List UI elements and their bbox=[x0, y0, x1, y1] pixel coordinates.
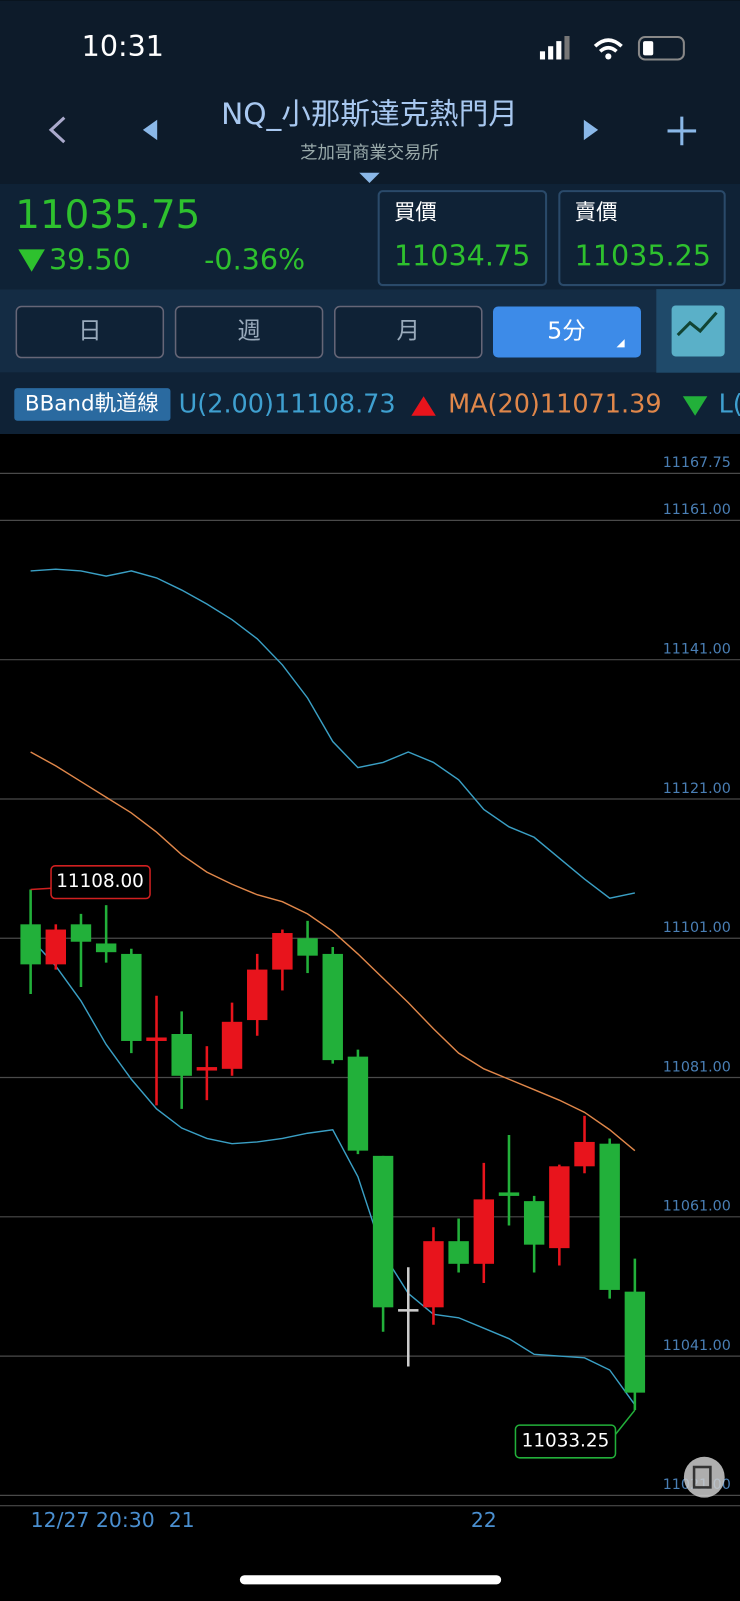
back[interactable] bbox=[48, 116, 66, 144]
min-pointer bbox=[614, 1409, 636, 1435]
ask: 11035.25 bbox=[575, 238, 711, 272]
indicator-ma: MA(20)11071.39 bbox=[448, 389, 661, 419]
indicator-upper: U(2.00)11108.73 bbox=[179, 389, 396, 419]
wifi-dot bbox=[605, 53, 612, 60]
candle-body bbox=[45, 929, 67, 965]
x-tick-label: 22 bbox=[471, 1508, 497, 1532]
indicator-badge[interactable] bbox=[14, 388, 171, 421]
quote-bg bbox=[0, 184, 740, 290]
y-tick-label: 11061.00 bbox=[663, 1199, 731, 1215]
min-box bbox=[514, 1424, 617, 1459]
dropdown[interactable] bbox=[359, 172, 380, 183]
y-tick-label: 11161.00 bbox=[663, 502, 731, 518]
candle-body bbox=[171, 1034, 192, 1076]
change-pct: -0.36% bbox=[204, 243, 305, 277]
tab-active[interactable] bbox=[492, 306, 641, 358]
y-tick-label: 11167.75 bbox=[663, 455, 731, 471]
candle-body bbox=[297, 938, 318, 956]
clock: 10:31 bbox=[82, 29, 164, 63]
y-tick-label: 11041.00 bbox=[663, 1338, 731, 1354]
tab-label: 週 bbox=[237, 317, 260, 345]
next[interactable] bbox=[583, 119, 599, 141]
plot: 11021.0011041.0011061.0011081.0011101.00… bbox=[0, 455, 740, 1532]
bid-box bbox=[377, 190, 548, 287]
candle-body bbox=[599, 1143, 620, 1290]
tab-label: 月 bbox=[397, 317, 420, 345]
float-icon bbox=[692, 1465, 712, 1489]
candle-body bbox=[448, 1241, 469, 1264]
chart-bg bbox=[0, 434, 740, 1601]
y-tick-label: 11081.00 bbox=[663, 1059, 731, 1075]
candle-body bbox=[549, 1166, 570, 1249]
min-label: 11033.25 bbox=[522, 1430, 610, 1451]
max-pointer bbox=[30, 887, 52, 891]
header-bg bbox=[0, 0, 740, 185]
ask-label: 賣價 bbox=[575, 201, 618, 226]
tab[interactable] bbox=[334, 305, 483, 359]
candle-body bbox=[322, 953, 343, 1061]
add[interactable] bbox=[667, 116, 697, 146]
prev[interactable] bbox=[142, 119, 158, 141]
down-arrow bbox=[682, 396, 708, 416]
candle-body bbox=[574, 1141, 595, 1167]
x-tick-label: 12/27 20:30 bbox=[31, 1508, 155, 1532]
band-line bbox=[30, 751, 636, 1152]
tab-label: 日 bbox=[78, 317, 101, 345]
candle-body bbox=[624, 1291, 646, 1393]
band-line bbox=[30, 568, 636, 899]
down-arrow bbox=[18, 249, 45, 272]
candle-body bbox=[196, 1067, 218, 1071]
max-label: 11108.00 bbox=[56, 871, 144, 892]
bid: 11034.75 bbox=[394, 238, 530, 272]
chart-icon-line bbox=[676, 311, 718, 337]
candle-body bbox=[95, 943, 117, 953]
candle-body bbox=[372, 1155, 394, 1308]
battery bbox=[637, 36, 685, 61]
tab-corner bbox=[616, 339, 625, 348]
home-indicator bbox=[239, 1575, 502, 1585]
change: 39.50 bbox=[49, 243, 131, 277]
nav-subtitle: 芝加哥商業交易所 bbox=[300, 143, 439, 163]
tab[interactable] bbox=[15, 305, 165, 359]
candle-body bbox=[221, 1021, 243, 1069]
y-tick-label: 11121.00 bbox=[663, 781, 731, 797]
float-button[interactable] bbox=[683, 1456, 725, 1498]
candle-body bbox=[523, 1201, 545, 1245]
up-arrow bbox=[411, 396, 436, 416]
candle-body bbox=[473, 1199, 495, 1264]
candle-body bbox=[20, 924, 41, 965]
y-tick-label: 11141.00 bbox=[663, 641, 731, 657]
candle-body bbox=[272, 933, 293, 970]
wifi bbox=[593, 38, 623, 53]
y-tick-label: 11101.00 bbox=[663, 920, 731, 936]
candle-body bbox=[398, 1309, 419, 1312]
max-box bbox=[50, 865, 151, 900]
candle-body bbox=[121, 953, 142, 1041]
signal bbox=[539, 36, 570, 60]
tab[interactable] bbox=[174, 305, 324, 359]
candle-body bbox=[146, 1037, 167, 1041]
tab-label: 5分 bbox=[547, 317, 585, 345]
price: 11035.75 bbox=[15, 193, 200, 238]
x-tick-label: 21 bbox=[169, 1508, 195, 1532]
candle-body bbox=[423, 1241, 444, 1308]
nav-title: NQ_小那斯達克熱門月 bbox=[221, 97, 518, 131]
ask-box bbox=[558, 190, 726, 287]
bid-label: 買價 bbox=[394, 201, 437, 226]
candle-body bbox=[498, 1192, 520, 1196]
battery-level bbox=[643, 41, 654, 56]
indicator-lower: L( bbox=[719, 389, 740, 419]
candle-body bbox=[247, 969, 268, 1021]
candle-body bbox=[347, 1056, 369, 1151]
candle-body bbox=[70, 924, 92, 942]
band-line bbox=[30, 937, 636, 1406]
indicator-name: BBand軌道線 bbox=[25, 391, 159, 416]
